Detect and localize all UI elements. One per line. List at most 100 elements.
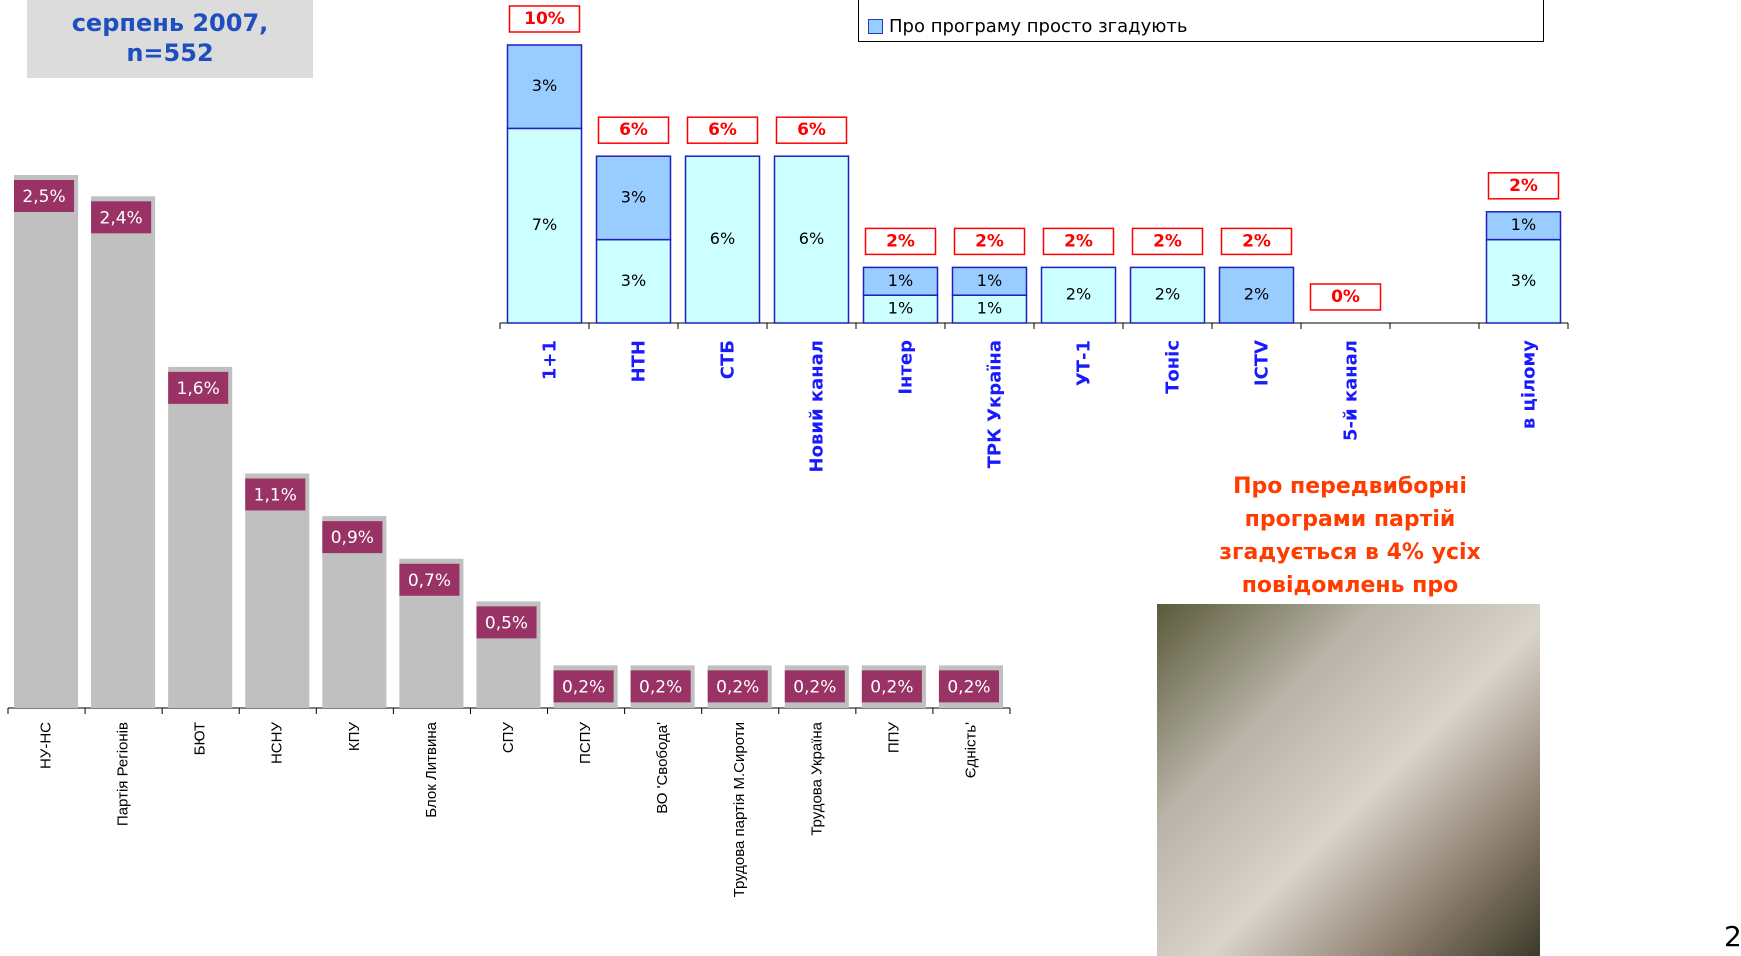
value-label: 3% (1511, 271, 1536, 290)
legend: Про програму просто згадують (858, 14, 1188, 38)
total-label-box (775, 116, 848, 144)
total-label-box (1131, 227, 1204, 256)
value-label: 7% (532, 215, 557, 234)
x-tick-label: в цілому (1519, 340, 1540, 429)
total-label: 2% (975, 231, 1004, 251)
x-tick-label: 5-й канал (1341, 340, 1362, 441)
x-tick-label: Партія Регіонів (115, 722, 132, 826)
legend-box (858, 0, 1544, 42)
value-label-box (91, 201, 152, 234)
bar-segment (684, 155, 761, 324)
value-label-box (322, 521, 383, 554)
value-label-box (399, 563, 460, 596)
value-label-box (707, 670, 768, 703)
value-label-box (476, 606, 537, 639)
page-number: 2 (1724, 920, 1741, 953)
value-label-box (245, 478, 306, 511)
x-tick-label: Новий канал (807, 340, 828, 472)
total-label-box (686, 116, 759, 144)
x-tick-label: БЮТ (192, 722, 209, 755)
x-tick-label: ПСПУ (577, 722, 594, 764)
value-label: 2,5% (22, 187, 65, 207)
x-tick-label: Тоніс (1163, 340, 1184, 394)
bar-segment (773, 155, 850, 324)
legend-swatch (868, 18, 883, 34)
x-tick-label: ВО 'Свобода' (654, 722, 671, 814)
value-label: 1% (977, 271, 1002, 290)
total-label-box (508, 5, 581, 33)
x-tick-label: Єдність' (962, 722, 979, 778)
x-tick-label: НТН (629, 340, 650, 382)
total-label-box (953, 227, 1026, 256)
bar-segment (1129, 266, 1206, 324)
value-label: 0,2% (562, 677, 605, 697)
bar-segment (951, 294, 1028, 324)
value-label: 3% (621, 271, 646, 290)
value-label: 6% (799, 229, 824, 248)
x-tick-label: СПУ (500, 722, 517, 754)
value-label: 0,2% (639, 677, 682, 697)
bar-segment (1218, 266, 1295, 324)
value-label: 1% (888, 299, 913, 318)
bar-segment (506, 44, 583, 130)
value-label-box (168, 371, 229, 404)
value-label: 0,2% (716, 677, 759, 697)
total-label-box (1309, 283, 1382, 311)
total-label: 0% (1331, 287, 1360, 307)
total-label: 2% (1242, 231, 1271, 251)
x-tick-label: ІСТV (1252, 340, 1273, 386)
x-tick-label: ППУ (885, 722, 902, 754)
value-label: 0,7% (408, 571, 451, 591)
value-label: 3% (532, 76, 557, 95)
value-label: 1,6% (177, 379, 220, 399)
x-tick-label: СТБ (718, 340, 739, 379)
x-tick-label: КПУ (346, 722, 363, 752)
value-label: 2,4% (100, 208, 143, 228)
value-label-box (784, 670, 845, 703)
value-label: 2% (1244, 285, 1269, 304)
x-tick-label: Блок Литвина (423, 721, 440, 817)
value-label: 0,2% (793, 677, 836, 697)
total-label: 6% (708, 120, 737, 140)
x-tick-label: Інтер (896, 340, 917, 395)
total-label-box (1042, 227, 1115, 256)
value-label: 1% (888, 271, 913, 290)
bar (91, 196, 156, 708)
value-label-box (553, 670, 614, 703)
legend-label: Про програму просто згадують (889, 15, 1188, 37)
bar (245, 473, 310, 708)
note: серпень 2007, n=552 (27, 0, 313, 78)
value-label: 3% (621, 187, 646, 206)
bar-segment (595, 238, 672, 324)
bar-segment (951, 266, 1028, 296)
total-label: 10% (524, 9, 565, 29)
total-label: 2% (886, 231, 915, 251)
x-tick-label: УТ-1 (1074, 340, 1095, 386)
value-label: 1% (977, 299, 1002, 318)
total-label: 2% (1064, 231, 1093, 251)
x-tick-label: Трудова Україна (808, 721, 825, 835)
x-tick-label: Трудова партія М.Сироти (731, 722, 748, 897)
bar-segment (1485, 211, 1562, 241)
x-tick-label: ТРК Україна (985, 340, 1006, 468)
value-label-box (630, 670, 691, 703)
bar-segment (595, 155, 672, 241)
bar-segment (1485, 238, 1562, 324)
value-label-box (938, 670, 999, 703)
bar-segment (506, 127, 583, 324)
total-label: 6% (797, 120, 826, 140)
bar-segment (862, 266, 939, 296)
value-label: 6% (710, 229, 735, 248)
value-label: 1% (1511, 215, 1536, 234)
bar-segment (862, 294, 939, 324)
bar (14, 175, 79, 708)
value-label: 1,1% (254, 485, 297, 505)
value-label: 0,5% (485, 613, 528, 633)
photo (1157, 604, 1540, 956)
value-label-box (14, 180, 75, 212)
value-label: 2% (1155, 285, 1180, 304)
bar-segment (1040, 266, 1117, 324)
x-tick-label: НУ-НС (38, 722, 55, 769)
value-label: 2% (1066, 285, 1091, 304)
